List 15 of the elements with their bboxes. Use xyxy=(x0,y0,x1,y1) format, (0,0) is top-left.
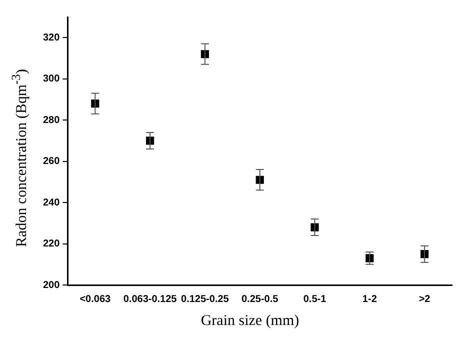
y-tick-label: 260 xyxy=(42,156,60,168)
x-tick-label: 0.5-1 xyxy=(303,294,327,305)
x-tick-label: <0.063 xyxy=(80,294,111,305)
y-tick-label: 320 xyxy=(42,32,60,44)
y-tick-label: 240 xyxy=(42,197,60,208)
x-tick-label: 0.25-0.5 xyxy=(241,294,279,305)
y-tick-label: 280 xyxy=(42,114,60,126)
x-axis-title: Grain size (mm) xyxy=(200,313,300,330)
y-tick-label: 220 xyxy=(42,238,60,250)
x-tick-label: 0.063-0.125 xyxy=(123,294,178,305)
x-tick-label: 1-2 xyxy=(362,294,378,305)
y-tick-label: 200 xyxy=(42,280,60,291)
y-tick-label: 300 xyxy=(42,74,60,85)
x-tick-label: >2 xyxy=(418,294,431,305)
x-tick-label: 0.125-0.25 xyxy=(181,294,230,305)
